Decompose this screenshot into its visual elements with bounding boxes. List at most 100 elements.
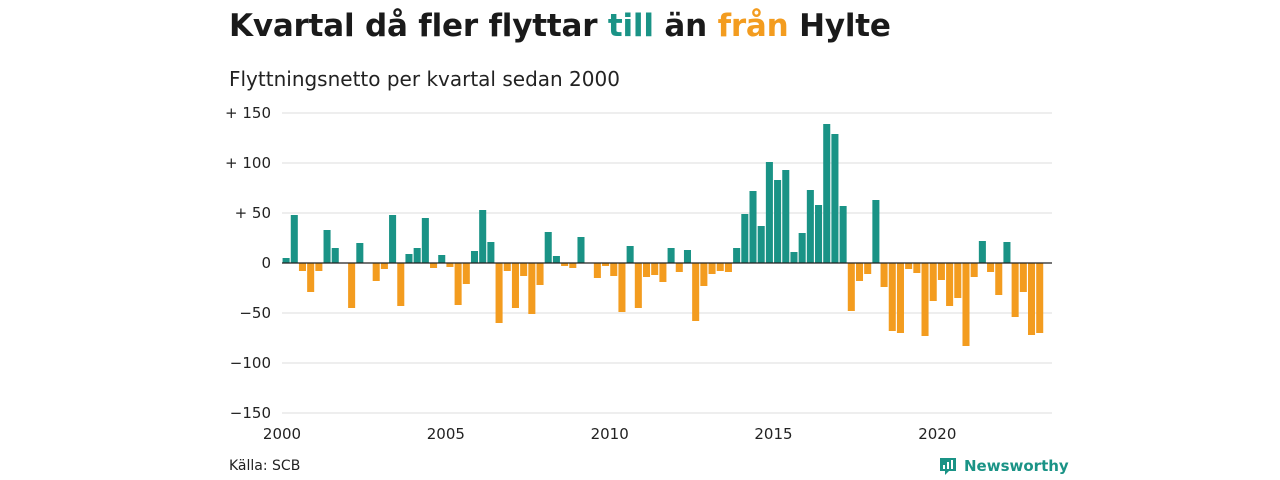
y-tick-label: + 150 xyxy=(225,104,271,122)
bar-series xyxy=(282,124,1044,346)
bar xyxy=(462,263,470,284)
bar xyxy=(438,255,446,263)
bar xyxy=(880,263,888,287)
bar xyxy=(921,263,929,336)
bar xyxy=(1036,263,1044,333)
bar xyxy=(618,263,626,312)
bar xyxy=(896,263,904,333)
bar xyxy=(577,237,585,263)
bar xyxy=(708,263,716,274)
y-axis-ticks: + 150 + 100 + 50 0 −50 −100 −150 xyxy=(225,104,271,422)
x-tick-label: 2000 xyxy=(263,425,301,443)
bar xyxy=(913,263,921,273)
bar xyxy=(536,263,544,285)
bar xyxy=(675,263,683,272)
x-tick-label: 2020 xyxy=(918,425,956,443)
y-tick-label: −100 xyxy=(230,354,271,372)
bar xyxy=(413,248,421,263)
bar xyxy=(987,263,995,272)
bar xyxy=(815,205,823,263)
bar xyxy=(372,263,380,281)
bar xyxy=(651,263,659,275)
bar xyxy=(610,263,618,276)
chart-subtitle: Flyttningsnetto per kvartal sedan 2000 xyxy=(229,67,620,91)
bar xyxy=(855,263,864,281)
bar xyxy=(978,241,986,263)
bar xyxy=(454,263,462,305)
bar xyxy=(561,263,569,266)
bar xyxy=(806,190,814,263)
bar xyxy=(356,243,364,263)
title-part-5: Hylte xyxy=(788,8,891,44)
bar xyxy=(495,263,503,323)
bar xyxy=(659,263,667,282)
bar xyxy=(823,124,831,263)
bar xyxy=(323,230,331,263)
bar xyxy=(937,263,945,280)
newsworthy-logo-icon xyxy=(940,458,956,475)
bar xyxy=(839,206,847,263)
bar xyxy=(872,200,880,263)
bar xyxy=(962,263,970,346)
bar xyxy=(569,263,577,268)
bar xyxy=(487,242,495,263)
chart-title: Kvartal då fler flyttar till än från Hyl… xyxy=(229,8,891,44)
bar xyxy=(298,263,307,271)
bar xyxy=(831,134,839,263)
bar xyxy=(954,263,962,298)
bar xyxy=(405,254,413,263)
y-tick-label: 0 xyxy=(261,254,271,272)
bar xyxy=(790,252,798,263)
y-tick-label: −50 xyxy=(239,304,271,322)
bar xyxy=(315,263,323,271)
bar xyxy=(1003,242,1011,263)
bar xyxy=(307,263,315,292)
bar xyxy=(282,258,290,263)
bar xyxy=(765,162,773,263)
bar xyxy=(798,233,806,263)
bar xyxy=(634,263,642,308)
bar xyxy=(511,263,519,308)
bar xyxy=(782,170,790,263)
bar xyxy=(479,210,487,263)
bar xyxy=(716,263,724,271)
bar xyxy=(700,263,708,286)
x-tick-label: 2005 xyxy=(427,425,465,443)
bar xyxy=(741,214,749,263)
bar xyxy=(929,263,937,301)
title-part-1: Kvartal då fler flyttar xyxy=(229,8,608,44)
bar xyxy=(667,248,675,263)
title-part-3: än xyxy=(653,8,718,44)
y-tick-label: + 100 xyxy=(225,154,271,172)
bar xyxy=(733,248,741,263)
bar xyxy=(544,232,552,263)
bar xyxy=(626,246,634,263)
bar xyxy=(995,263,1003,295)
bar xyxy=(593,263,601,278)
x-tick-label: 2010 xyxy=(591,425,629,443)
bar xyxy=(421,218,429,263)
bar xyxy=(749,191,757,263)
brand-logo: Newsworthy xyxy=(938,456,1069,476)
bar xyxy=(683,250,692,263)
bar xyxy=(552,256,560,263)
bar xyxy=(520,263,528,276)
bar xyxy=(642,263,651,277)
y-tick-label: −150 xyxy=(230,404,271,422)
bar xyxy=(331,248,339,263)
bar xyxy=(757,226,765,263)
bar xyxy=(1011,263,1019,317)
bar xyxy=(470,251,479,263)
bar xyxy=(602,263,610,266)
bar xyxy=(1019,263,1027,292)
bar xyxy=(528,263,536,314)
bar xyxy=(1027,263,1036,335)
x-axis-ticks: 2000 2005 2010 2015 2020 xyxy=(263,425,957,443)
bar xyxy=(290,215,298,263)
bar xyxy=(905,263,913,269)
y-tick-label: + 50 xyxy=(235,204,271,222)
bar xyxy=(348,263,356,308)
bar xyxy=(446,263,454,267)
bar xyxy=(380,263,388,269)
